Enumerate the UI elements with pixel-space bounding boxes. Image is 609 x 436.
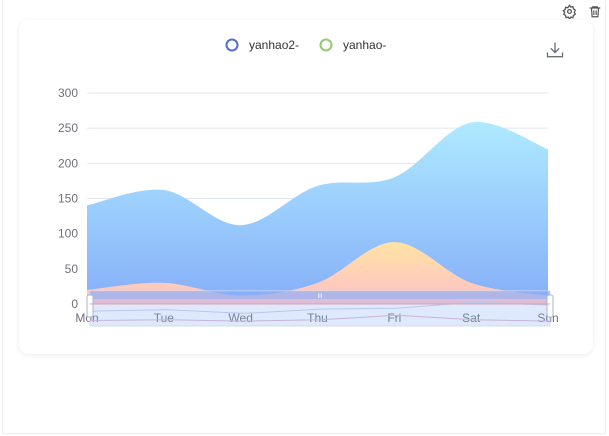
legend-marker: [225, 38, 239, 52]
legend-marker: [319, 38, 333, 52]
datazoom-handle-start[interactable]: [86, 294, 94, 318]
download-icon[interactable]: [545, 40, 565, 60]
trash-icon[interactable]: [587, 3, 603, 19]
legend-item-1[interactable]: yanhao2-: [225, 38, 300, 52]
gear-icon[interactable]: [561, 3, 577, 19]
legend-label: yanhao2-: [249, 38, 299, 52]
legend-label: yanhao-: [343, 38, 386, 52]
legend-item-2[interactable]: yanhao-: [319, 38, 387, 52]
datazoom-move-bar[interactable]: [90, 291, 550, 299]
datazoom-handle-end[interactable]: [546, 294, 554, 318]
panel-toolbar: [561, 3, 603, 19]
